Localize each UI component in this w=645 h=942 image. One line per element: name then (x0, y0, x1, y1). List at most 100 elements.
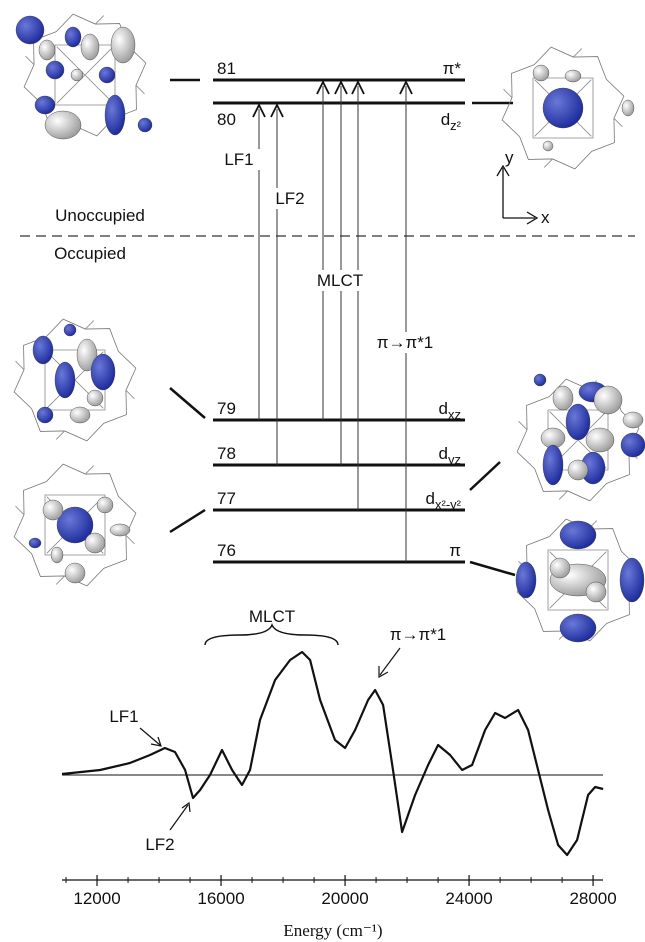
symbol: π (449, 541, 461, 560)
orbital-lobe (560, 614, 596, 642)
orbital-lobe (622, 100, 634, 116)
level-symbol: π* (443, 59, 462, 78)
orbital-lobe (70, 407, 90, 423)
wireframe (16, 506, 24, 514)
transition-label: π→π*1 (377, 333, 434, 352)
axis-label: x (541, 208, 550, 227)
figure: Unoccupied Occupied y x MLCT LF1 LF2 π→π… (0, 0, 645, 942)
wireframe (519, 421, 527, 429)
orbital-lobe (621, 433, 645, 457)
transition-label: LF2 (275, 189, 304, 208)
symbol: d (439, 444, 448, 463)
level-number: 79 (217, 399, 236, 418)
orbital-lobe (46, 61, 64, 79)
orbital-picture (14, 319, 136, 441)
orbital-lobe (553, 386, 573, 410)
orbital-lobe (533, 65, 549, 81)
orbital-picture (16, 14, 152, 139)
subscript: z² (450, 118, 462, 133)
axis-label: y (505, 148, 514, 167)
orbital-lobe (65, 27, 81, 47)
orbital-lobe (543, 445, 563, 485)
level-number: 76 (217, 541, 236, 560)
orbital-picture (14, 464, 136, 586)
annotation-arrow (140, 728, 160, 745)
orbital-lobe (85, 533, 105, 553)
orbital-lobe (39, 40, 55, 60)
wireframe (126, 390, 134, 398)
orbital-lobe (138, 118, 152, 132)
subscript: x²-y² (435, 497, 462, 512)
wireframe (85, 321, 93, 329)
symbol: d (441, 110, 450, 129)
orbital-lobe (534, 374, 546, 386)
wireframe (573, 49, 581, 57)
orbital-lobe (16, 16, 44, 44)
level-number: 78 (217, 444, 236, 463)
annotation: LF2 (145, 835, 174, 854)
orbital-lobe (566, 404, 590, 440)
orbital-lobe (87, 390, 103, 406)
orbital-lobe (565, 70, 581, 82)
wireframe (614, 118, 622, 126)
region-label: Occupied (54, 244, 126, 263)
symbol: π* (443, 59, 462, 78)
spectrum-line (62, 652, 603, 855)
orbital-lobe (29, 538, 41, 548)
annotation: π→π*1 (390, 625, 447, 644)
orbital-lobe (560, 521, 596, 549)
wireframe (136, 85, 144, 93)
x-tick-label: 24000 (445, 889, 492, 908)
orbital-lobe (91, 354, 115, 390)
wireframe (56, 576, 64, 584)
orbital-lobe (594, 386, 622, 414)
brace (205, 625, 338, 645)
orbital-lobe (64, 324, 76, 336)
orbital-lobe (43, 500, 63, 520)
subscript: yz (448, 452, 461, 467)
orbital-lobe (37, 407, 53, 423)
level-number: 77 (217, 489, 236, 508)
wireframe (56, 431, 64, 439)
orbital-lobe (586, 582, 606, 602)
symbol: d (426, 489, 435, 508)
level-symbol: π (449, 541, 461, 560)
orbital-picture (502, 47, 634, 169)
region-label: Unoccupied (55, 206, 145, 225)
transition-label: MLCT (317, 271, 363, 290)
transition-label: LF1 (224, 150, 253, 169)
orbital-lobe (105, 95, 125, 135)
orbital-lobe (99, 67, 115, 83)
orbital-lobe (55, 362, 75, 398)
orbital-lobe (111, 27, 135, 63)
symbol: d (439, 399, 448, 418)
orbital-picture (517, 374, 645, 501)
orbital-lobe (620, 558, 644, 602)
orbital-lobe (543, 141, 553, 151)
page: {"diagram": { "levels": [ {"number": "81… (0, 0, 645, 942)
wireframe (95, 16, 103, 24)
annotation-arrow (380, 648, 400, 675)
x-tick-label: 20000 (321, 889, 368, 908)
orbital-lobe (97, 497, 113, 513)
orbital-lobe (35, 96, 55, 114)
orbital-lobe (568, 460, 588, 480)
wireframe (85, 466, 93, 474)
connector (470, 462, 500, 490)
orbital-lobe (33, 336, 53, 364)
orbital-lobe (623, 412, 643, 428)
orbital-lobe (543, 88, 583, 128)
orbital-lobe (51, 547, 63, 563)
connector (470, 562, 515, 575)
level-symbol: dz² (441, 110, 462, 133)
orbital-picture (516, 519, 644, 642)
orbital-lobe (45, 111, 81, 139)
annotation: MLCT (249, 607, 295, 626)
orbital-lobe (81, 34, 99, 60)
orbital-lobe (516, 562, 536, 598)
annotation: LF1 (109, 707, 138, 726)
orbital-lobe (550, 558, 570, 578)
wireframe (504, 89, 512, 97)
x-tick-label: 28000 (569, 889, 616, 908)
wireframe (544, 159, 552, 167)
